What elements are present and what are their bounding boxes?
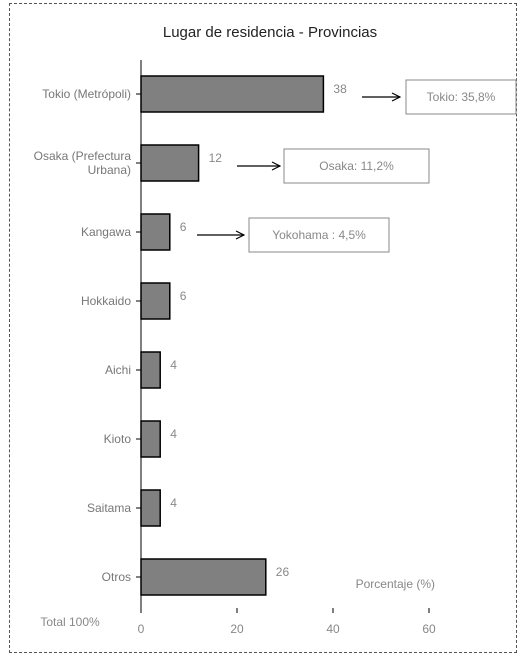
chart-title: Lugar de residencia - Provincias	[163, 24, 377, 41]
bar-value-label: 26	[276, 565, 290, 579]
category-label: Saitama	[87, 501, 131, 515]
plot-area: 0 20 40 60 38 Tokio (Metrópoli) 12 Osaka (Prefe…	[34, 60, 517, 636]
bar-value-label: 4	[170, 427, 177, 441]
bar	[140, 489, 161, 527]
category-label: Urbana)	[88, 163, 131, 177]
chart-frame	[9, 3, 517, 653]
bar-value-label: 4	[170, 496, 177, 510]
callout-text: Tokio: 35,8%	[427, 90, 496, 104]
category-label: Kangawa	[81, 225, 131, 239]
category-label: Otros	[102, 570, 131, 584]
callout-box	[248, 217, 390, 253]
x-axis-label: Porcentaje (%)	[356, 577, 435, 591]
category-label: Hokkaido	[81, 294, 131, 308]
bar	[140, 213, 171, 251]
x-tick-label: 20	[230, 622, 244, 636]
callout-text: Yokohama : 4,5%	[272, 228, 366, 242]
bar-value-label: 6	[180, 289, 187, 303]
x-tick-label: 40	[326, 622, 340, 636]
category-label: Osaka (Prefectura	[34, 149, 132, 163]
callout-box	[283, 148, 430, 184]
bar	[140, 282, 171, 320]
callout-text: Osaka: 11,2%	[319, 159, 394, 173]
bar	[140, 144, 200, 182]
bar	[140, 75, 325, 113]
category-label: Kioto	[104, 432, 132, 446]
total-label: Total 100%	[40, 615, 100, 629]
category-label: Aichi	[105, 363, 131, 377]
bar-value-label: 4	[170, 358, 177, 372]
bar-value-label: 38	[333, 82, 347, 96]
x-tick-label: 0	[138, 622, 145, 636]
x-tick-label: 60	[422, 622, 436, 636]
category-label: Tokio (Metrópoli)	[42, 87, 131, 101]
callout-box	[405, 79, 517, 115]
bar-value-label: 12	[209, 151, 223, 165]
bar	[140, 420, 161, 458]
bar-value-label: 6	[180, 220, 187, 234]
bar	[140, 351, 161, 389]
bar	[140, 558, 267, 596]
